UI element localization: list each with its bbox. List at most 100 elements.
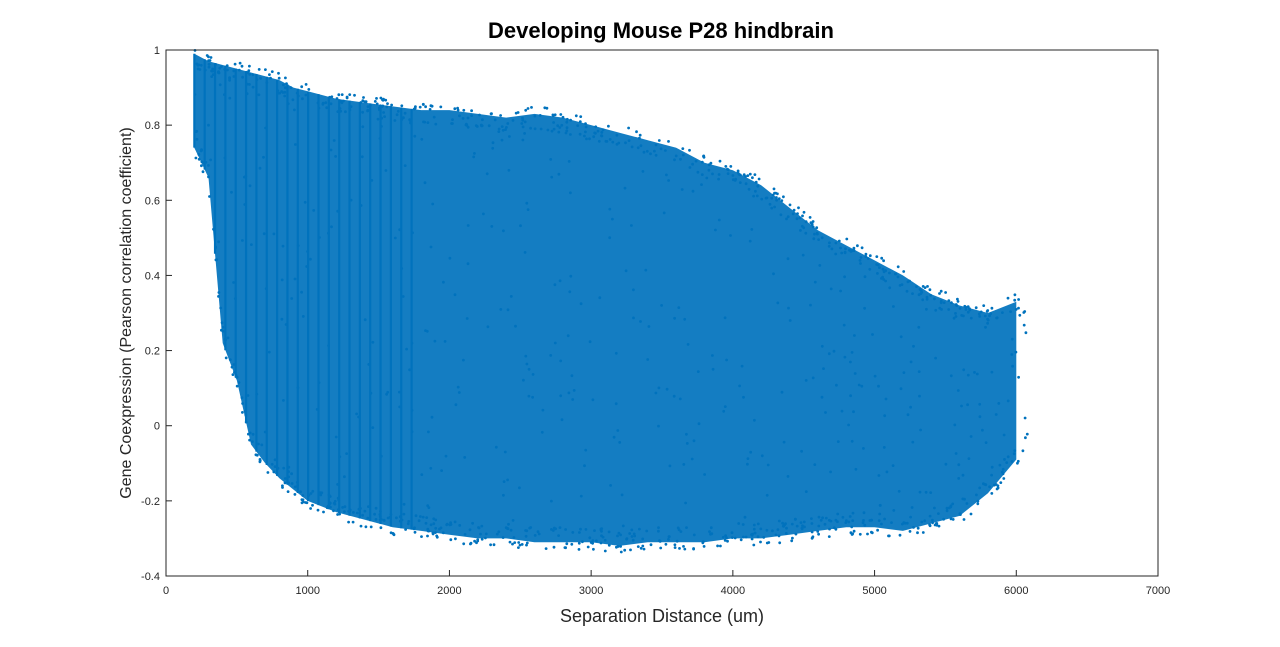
data-point <box>905 521 909 525</box>
data-point <box>653 149 656 153</box>
data-point <box>966 305 970 308</box>
data-point <box>891 464 895 467</box>
data-point <box>379 510 382 513</box>
data-point <box>243 409 247 413</box>
data-point <box>896 265 900 269</box>
data-point <box>565 117 569 121</box>
data-point <box>621 524 625 528</box>
data-point <box>909 515 912 519</box>
data-point <box>531 373 535 376</box>
x-tick-label: 1000 <box>295 585 319 597</box>
data-point <box>283 90 287 94</box>
data-point <box>777 519 781 523</box>
data-point <box>544 547 548 550</box>
data-point <box>959 513 962 516</box>
data-point <box>345 96 349 100</box>
data-point <box>375 97 378 100</box>
data-point <box>866 257 870 260</box>
data-point <box>337 93 341 97</box>
data-point <box>649 543 653 547</box>
data-point <box>982 304 986 307</box>
data-point <box>981 428 984 432</box>
data-point <box>1017 375 1020 379</box>
data-point <box>810 517 813 520</box>
data-point <box>584 448 588 452</box>
data-point <box>791 212 795 216</box>
data-point <box>933 506 936 510</box>
data-point <box>421 102 425 106</box>
data-point <box>255 78 259 81</box>
data-point <box>990 306 994 310</box>
data-point <box>746 457 750 460</box>
data-point <box>471 521 474 525</box>
data-point <box>272 232 276 236</box>
data-point <box>677 306 681 309</box>
data-point <box>921 298 925 302</box>
data-point <box>820 395 824 399</box>
data-point <box>491 141 495 145</box>
data-point <box>1002 433 1006 437</box>
data-point <box>287 465 291 469</box>
data-point <box>343 510 346 513</box>
data-point <box>751 176 754 180</box>
data-point <box>523 251 527 254</box>
data-point <box>210 75 214 78</box>
data-point <box>902 521 906 525</box>
data-point <box>619 533 622 537</box>
data-point <box>778 541 782 545</box>
data-point <box>554 527 557 531</box>
data-point <box>917 370 921 373</box>
data-point <box>1017 306 1020 310</box>
data-point <box>453 520 457 524</box>
data-point <box>799 229 802 232</box>
data-point <box>956 389 960 392</box>
axes-box <box>165 49 1159 577</box>
data-point <box>1023 310 1027 313</box>
data-point <box>795 217 799 221</box>
data-point <box>538 114 542 117</box>
data-point <box>843 275 846 279</box>
data-point <box>645 529 649 533</box>
data-point <box>961 473 965 477</box>
data-point <box>601 535 605 539</box>
data-point <box>882 259 885 263</box>
data-point <box>207 65 211 69</box>
data-point <box>521 118 525 122</box>
data-point <box>257 442 260 446</box>
data-point <box>244 413 248 417</box>
data-point <box>877 384 880 388</box>
data-point <box>373 512 376 516</box>
data-point <box>434 518 438 522</box>
x-axis-ticks: 0 1000 2000 3000 4000 5000 6000 7000 <box>163 570 1170 597</box>
data-point <box>334 435 338 439</box>
data-point <box>1003 458 1006 461</box>
data-point <box>369 391 373 395</box>
data-point <box>657 139 661 142</box>
data-point <box>866 532 869 536</box>
data-point <box>451 122 454 125</box>
data-point <box>341 506 344 509</box>
data-point <box>499 308 503 311</box>
data-point <box>823 522 827 526</box>
data-point <box>777 534 781 538</box>
data-point <box>854 467 858 471</box>
data-point <box>809 303 812 307</box>
data-point <box>577 541 581 545</box>
data-point <box>473 152 476 155</box>
data-point <box>524 534 528 538</box>
data-point <box>207 55 210 59</box>
data-point <box>603 549 607 553</box>
data-point <box>995 316 999 320</box>
data-point <box>996 486 1000 490</box>
data-point <box>723 316 727 320</box>
data-point <box>902 371 906 374</box>
data-point <box>788 203 792 207</box>
data-point <box>641 537 645 541</box>
data-point <box>443 340 447 343</box>
data-point <box>827 535 831 538</box>
data-point <box>336 513 339 516</box>
data-point <box>709 526 713 530</box>
data-point <box>1009 310 1012 313</box>
data-point <box>813 232 816 236</box>
data-point <box>963 497 966 501</box>
